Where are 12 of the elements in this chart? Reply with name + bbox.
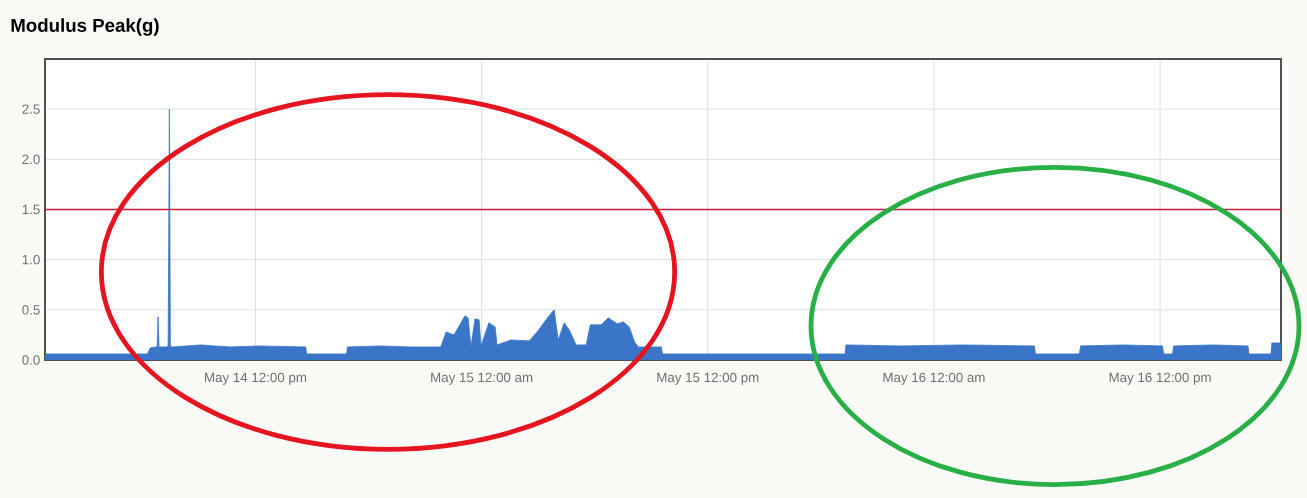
y-tick-label: 2.0 — [22, 154, 40, 165]
y-tick-label: 1.5 — [22, 204, 40, 215]
x-tick-label: May 16 12:00 am — [883, 372, 985, 385]
y-tick-label: 1.0 — [22, 254, 40, 265]
y-tick-label: 2.5 — [22, 104, 40, 114]
x-tick-label: May 14 12:00 pm — [205, 372, 307, 385]
y-tick-label: 0.5 — [22, 305, 40, 315]
y-tick-label: 0.0 — [22, 355, 40, 365]
x-tick-label: May 16 12:00 pm — [1109, 372, 1211, 385]
x-tick-label: May 15 12:00 pm — [657, 372, 759, 385]
chart-title: Modulus Peak(g) — [11, 18, 159, 36]
x-tick-label: May 15 12:00 am — [431, 372, 533, 385]
